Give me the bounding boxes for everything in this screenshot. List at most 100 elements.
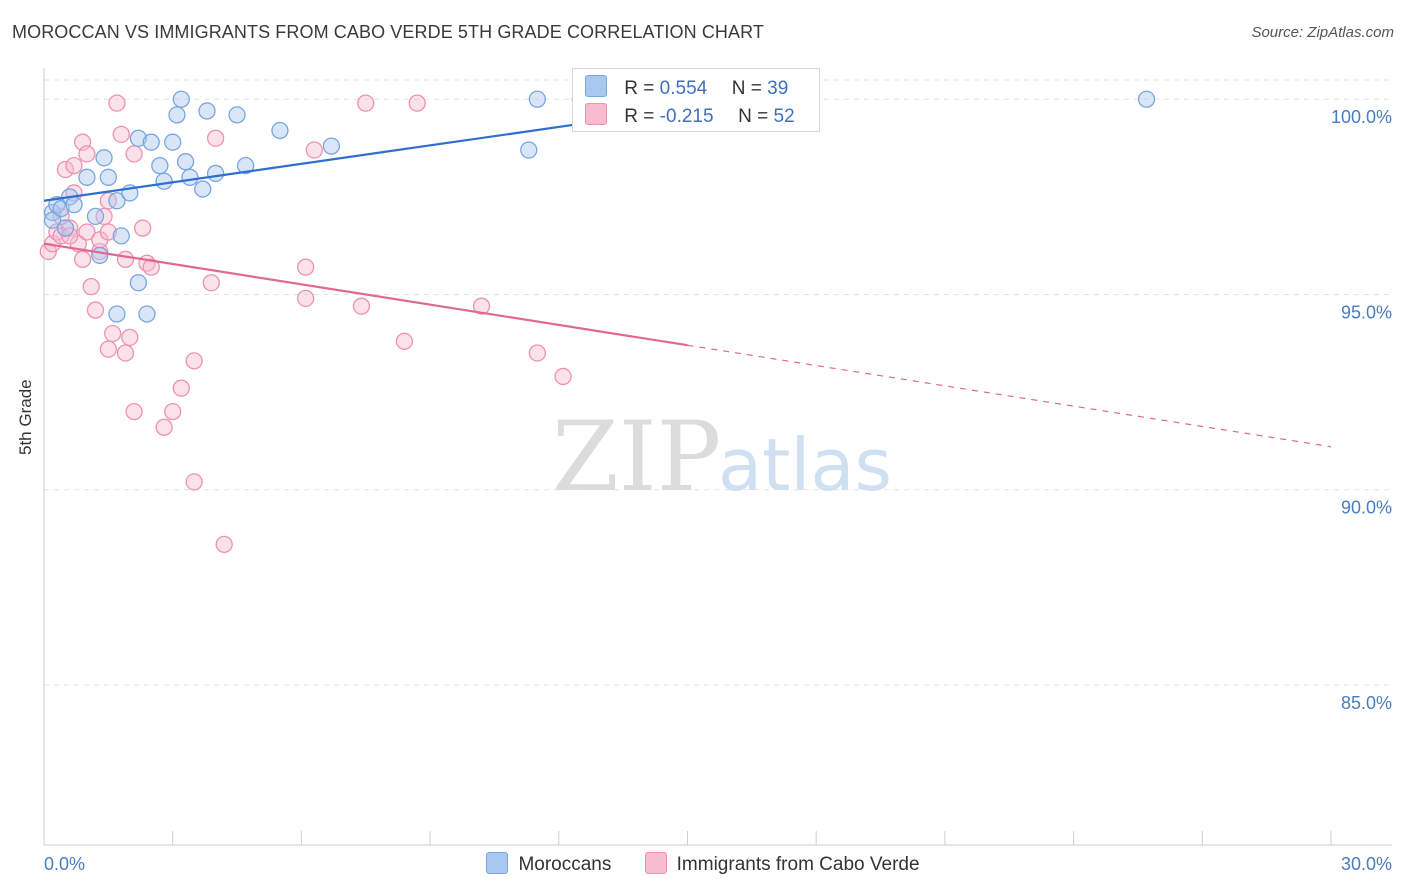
cabo-verde-point (297, 289, 315, 308)
cabo-verde-point (121, 328, 139, 347)
cabo-verde-point (472, 297, 491, 315)
legend-r-value: 0.554 (659, 78, 708, 99)
cabo-verde-point (112, 125, 130, 144)
moroccan-point (95, 149, 113, 167)
cabo-verde-point (116, 250, 135, 268)
y-tick-label: 85.0% (1341, 693, 1392, 713)
cabo-verde-point (357, 94, 375, 112)
cabo-verde-point (99, 223, 117, 241)
moroccan-point (138, 305, 156, 323)
cabo-verde-point (395, 332, 414, 350)
cabo-verde-point (86, 301, 105, 319)
watermark: ZIP atlas (552, 401, 892, 513)
cabo-verde-point (202, 274, 220, 292)
moroccan-point (112, 227, 130, 245)
cabo-verde-point (305, 141, 323, 159)
cabo-verde-point (352, 297, 371, 315)
cabo-verde-point (116, 344, 135, 362)
chart-title: MOROCCAN VS IMMIGRANTS FROM CABO VERDE 5… (12, 22, 764, 42)
tick-labels: 100.0% 95.0% 90.0% 85.0% 0.0% 30.0% (44, 107, 1392, 874)
moroccan-point (164, 133, 182, 151)
y-tick-label: 100.0% (1331, 107, 1392, 127)
moroccan-point (155, 172, 173, 190)
watermark-zip: ZIP (552, 401, 721, 513)
cabo-verde-point (125, 145, 143, 163)
cabo-verde-point (408, 94, 426, 112)
legend-r-value: -0.215 (659, 106, 714, 127)
moroccan-point (181, 168, 199, 186)
cabo-verde-point (172, 379, 190, 397)
cabo-verde-point (155, 418, 173, 436)
cabo-verde-point (297, 258, 315, 276)
x-tick-label: 30.0% (1341, 854, 1392, 874)
cabo-verde-point (108, 94, 126, 112)
legend-row-cabo-verde: R = -0.215 N = 52 (585, 103, 795, 127)
y-tick-label: 90.0% (1341, 498, 1392, 518)
y-axis-label: 5th Grade (16, 379, 35, 455)
legend-item-cabo-verde[interactable]: Immigrants from Cabo Verde (644, 852, 920, 876)
y-tick-label: 95.0% (1341, 302, 1392, 322)
cabo-verde-point (164, 402, 182, 421)
moroccan-point (194, 180, 212, 198)
moroccan-point (168, 106, 186, 124)
cabo-verde-point (125, 402, 143, 421)
moroccan-point (206, 164, 225, 183)
moroccan-point (129, 129, 148, 147)
cabo-verde-point (528, 344, 546, 362)
moroccan-point (78, 168, 96, 186)
moroccan-point (142, 133, 160, 151)
moroccan-point (151, 156, 169, 175)
watermark-atlas: atlas (718, 423, 892, 507)
cabo-verde-point (185, 473, 203, 491)
moroccan-point (236, 156, 255, 175)
axes-layer (43, 68, 1392, 846)
correlation-legend: R = 0.554 N = 39 R = -0.215 N = 52 (572, 68, 820, 132)
legend-swatch-blue (585, 75, 607, 97)
cabo-verde-point (142, 258, 160, 276)
moroccan-point (1137, 90, 1156, 108)
moroccan-point (108, 305, 126, 323)
series-moroccans-points (43, 90, 1156, 323)
moroccan-point (65, 196, 83, 214)
legend-n-value: 39 (767, 78, 789, 99)
cabo-verde-point (78, 145, 96, 163)
legend-label: Moroccans (518, 854, 612, 875)
cabo-verde-point (78, 223, 96, 241)
moroccan-point (176, 153, 195, 171)
moroccan-point (52, 199, 70, 218)
moroccan-point (198, 102, 216, 120)
legend-r-label: R = (624, 106, 655, 127)
cabo-verde-point (215, 535, 233, 554)
cabo-verde-point (56, 160, 75, 179)
cabo-verde-point (554, 367, 572, 386)
moroccan-point (108, 192, 126, 210)
cabo-verde-point (134, 219, 152, 237)
cabo-verde-point (185, 352, 203, 370)
moroccan-point (520, 141, 538, 159)
moroccan-point (129, 274, 148, 292)
cabo-verde-trend-line (43, 242, 688, 347)
cabo-verde-point (65, 156, 83, 175)
legend-n-label: N = (731, 78, 762, 99)
moroccan-point (99, 168, 117, 186)
cabo-verde-point (99, 340, 117, 358)
trend-lines (43, 98, 1332, 448)
cabo-verde-point (206, 129, 225, 147)
cabo-verde-point (103, 324, 122, 343)
cabo-verde-point (73, 250, 92, 268)
cabo-verde-trend-extension (687, 344, 1332, 448)
moroccan-point (228, 106, 246, 124)
series-legend: Moroccans Immigrants from Cabo Verde (0, 852, 1406, 876)
moroccan-point (528, 90, 546, 108)
cabo-verde-point (82, 278, 100, 296)
legend-swatch-pink (644, 852, 667, 874)
moroccan-point (271, 121, 289, 140)
moroccan-point (86, 207, 105, 226)
moroccan-point (43, 211, 62, 229)
series-cabo-verde-points (39, 94, 572, 554)
legend-n-label: N = (738, 106, 769, 127)
legend-item-moroccans[interactable]: Moroccans (486, 852, 611, 876)
moroccan-point (56, 219, 75, 237)
source-credit: Source: ZipAtlas.com (1251, 24, 1394, 41)
